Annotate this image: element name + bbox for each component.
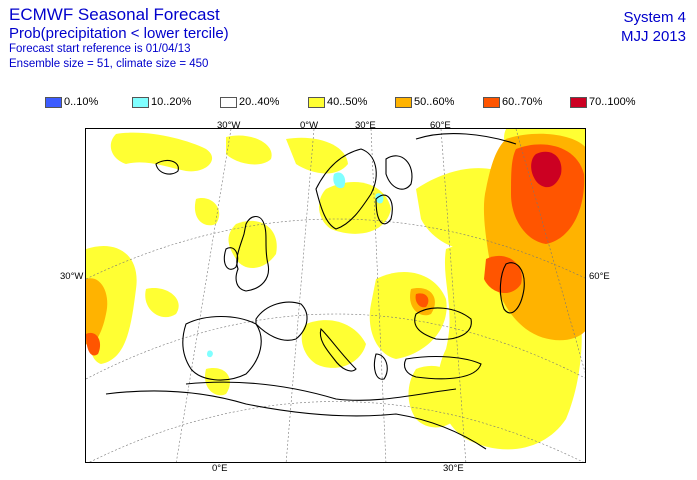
shading-60-70 (86, 144, 585, 356)
chart-title: ECMWF Seasonal Forecast (9, 5, 220, 24)
graticule (86, 129, 585, 462)
header-block: ECMWF Seasonal Forecast Prob(precipitati… (9, 6, 229, 70)
coastline-caspian (499, 262, 525, 314)
coastline-finland (385, 155, 413, 190)
coastline-turkey (403, 355, 482, 380)
legend-item: 20..40% (220, 94, 279, 110)
shade-60-70 (484, 255, 522, 294)
coastline-iberia (182, 316, 262, 381)
shade-50-60 (86, 278, 108, 346)
shade-40-50 (145, 288, 179, 318)
coastlines (105, 133, 525, 450)
shade-40-50 (194, 198, 220, 226)
shade-40-50 (228, 220, 277, 269)
lon-label-right: 60°E (589, 271, 610, 282)
coastline-mediterranean (185, 381, 457, 401)
coastline-africa (105, 390, 487, 450)
shade-60-70 (86, 332, 101, 356)
coastline-france (255, 301, 308, 341)
legend-swatch (132, 96, 149, 108)
legend-swatch (308, 96, 325, 108)
legend-swatch (45, 96, 62, 108)
legend-label: 60..70% (502, 96, 543, 108)
legend-swatch (220, 96, 237, 108)
legend-swatch (483, 96, 500, 108)
shade-40-50 (408, 365, 466, 428)
shade-40-50 (369, 271, 447, 359)
legend-item: 60..70% (483, 94, 542, 110)
lon-label-top: 60°E (430, 120, 451, 131)
lon-label-top: 30°E (355, 120, 376, 131)
coastline-baltic (375, 194, 393, 225)
lon-label-top: 0°W (300, 120, 319, 131)
shade-10-20 (207, 350, 213, 358)
legend-label: 70..100% (589, 96, 636, 108)
legend-label: 10..20% (151, 96, 192, 108)
lon-label-bottom: 30°E (443, 463, 464, 474)
probability-map (86, 129, 585, 462)
coastline-black-sea (414, 307, 472, 340)
legend-item: 40..50% (308, 94, 367, 110)
chart-subtitle: Prob(precipitation < lower tercile) (9, 25, 229, 42)
system-label: System 4 (623, 9, 686, 26)
legend-item: 50..60% (395, 94, 454, 110)
header-right: System 4 MJJ 2013 (621, 8, 686, 46)
map-panel (85, 128, 586, 463)
forecast-start-text: Forecast start reference is 01/04/13 (9, 43, 191, 55)
season-label: MJJ 2013 (620, 28, 686, 45)
shade-70-100 (531, 151, 562, 188)
shade-40-50 (286, 137, 348, 174)
coastline-iceland (155, 159, 179, 175)
legend-item: 10..20% (132, 94, 191, 110)
legend-label: 50..60% (414, 96, 455, 108)
shade-60-70 (511, 144, 585, 244)
legend-item: 70..100% (570, 94, 635, 110)
shade-60-70 (415, 293, 429, 308)
legend: 0..10% 10..20% 20..40% 40..50% 50..60% 6… (0, 94, 697, 110)
shade-40-50 (110, 132, 213, 172)
legend-label: 0..10% (64, 96, 99, 108)
coastline-russia-north (415, 133, 517, 145)
legend-swatch (395, 96, 412, 108)
legend-label: 20..40% (239, 96, 280, 108)
coastline-scandinavia (315, 148, 377, 230)
legend-label: 40..50% (327, 96, 368, 108)
legend-item: 0..10% (45, 94, 98, 110)
legend-swatch (570, 96, 587, 108)
shade-40-50 (319, 181, 391, 234)
lon-label-bottom: 0°E (212, 463, 228, 474)
coastline-greece (373, 353, 388, 380)
shade-40-50 (226, 135, 272, 165)
coastline-ireland (223, 247, 239, 270)
lon-label-top: 30°W (217, 120, 241, 131)
ensemble-size-text: Ensemble size = 51, climate size = 450 (9, 57, 209, 70)
shading-70-100 (531, 151, 562, 188)
shade-10-20 (333, 172, 346, 189)
lat-label-left: 30°W (60, 271, 84, 282)
shading-10-20 (207, 172, 384, 358)
coastline-italy (319, 327, 357, 372)
